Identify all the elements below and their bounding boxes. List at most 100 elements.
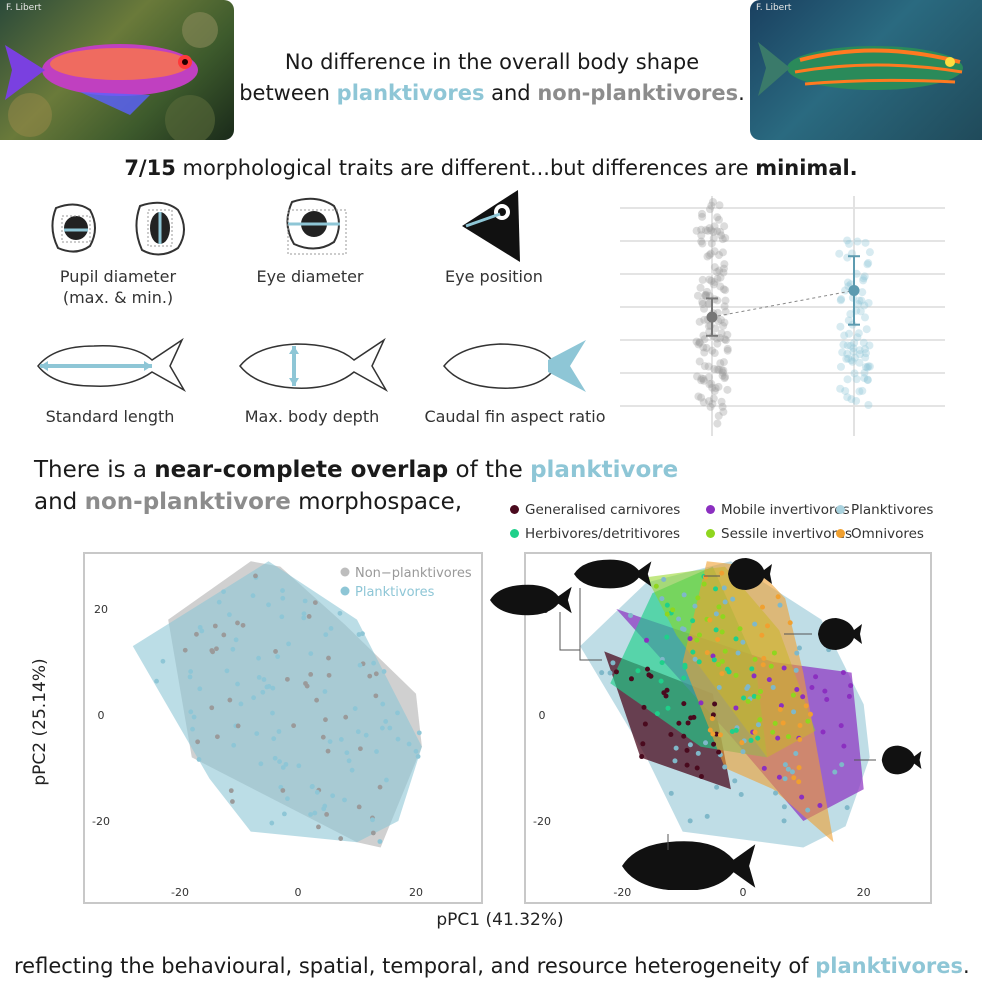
jitter-point <box>713 365 722 374</box>
jitter-point <box>699 398 708 407</box>
data-point <box>733 636 739 642</box>
data-point <box>395 736 401 742</box>
headline: No difference in the overall body shape … <box>236 47 748 109</box>
data-point <box>357 662 363 668</box>
jitter-point <box>698 297 707 306</box>
data-point <box>270 685 276 691</box>
y-tick-label: 20 <box>94 603 108 616</box>
jitter-point <box>714 411 723 420</box>
pupil-diameter-icon <box>51 201 185 256</box>
data-point <box>690 649 696 655</box>
jitter-point <box>723 346 732 355</box>
data-point <box>768 663 774 669</box>
data-point <box>323 632 329 638</box>
standard-length-icon <box>37 337 187 393</box>
data-point <box>214 734 220 740</box>
jitter-point <box>698 300 707 309</box>
jitter-point <box>836 322 845 331</box>
jitter-point <box>720 318 729 327</box>
data-point <box>805 807 811 813</box>
data-point <box>775 594 781 600</box>
data-point <box>755 694 761 700</box>
pupil-diameter-label: Pupil diameter (max. & min.) <box>28 266 208 308</box>
data-point <box>326 655 331 661</box>
data-point <box>355 729 361 735</box>
jitter-point <box>705 380 714 389</box>
data-point <box>740 749 746 755</box>
data-point <box>197 686 203 692</box>
data-point <box>807 711 813 717</box>
jitter-point <box>719 407 728 416</box>
icon-label-line: (max. & min.) <box>62 288 174 307</box>
jitter-point <box>861 345 870 354</box>
data-point <box>316 824 321 830</box>
overlap-text: morphospace, <box>290 489 463 515</box>
data-point <box>688 715 694 721</box>
jitter-point <box>860 272 869 281</box>
x-tick-label: 20 <box>857 886 871 899</box>
data-point <box>681 701 687 707</box>
jitter-point <box>705 224 714 233</box>
data-point <box>251 695 257 701</box>
jitter-point <box>697 237 706 246</box>
jitter-point <box>861 353 870 362</box>
data-point <box>782 776 788 782</box>
legend-item: Sessile invertivores <box>706 526 852 542</box>
jitter-point <box>719 321 728 330</box>
jitter-point <box>864 362 873 371</box>
jitter-point <box>714 382 723 391</box>
data-point <box>645 666 651 672</box>
jitter-point <box>700 335 709 344</box>
data-point <box>358 746 363 752</box>
data-point <box>306 614 312 619</box>
jitter-point <box>701 291 710 300</box>
jitter-point <box>707 276 716 285</box>
data-point <box>325 748 331 754</box>
data-point <box>787 620 793 626</box>
data-point <box>302 598 308 604</box>
jitter-point <box>847 395 856 404</box>
jitter-point <box>719 366 728 375</box>
jitter-point <box>713 419 722 428</box>
jitter-point <box>717 329 726 338</box>
jitter-point <box>701 226 710 235</box>
silhouette-leader-line <box>579 588 602 661</box>
data-point <box>296 763 302 769</box>
data-point <box>280 788 286 793</box>
jitter-point <box>717 231 726 240</box>
jitter-point <box>714 365 723 374</box>
jitter-point <box>858 386 867 395</box>
data-point <box>841 743 847 749</box>
jitter-point <box>843 236 852 245</box>
data-point <box>195 739 201 745</box>
jitter-point <box>723 330 732 339</box>
data-point <box>363 732 369 738</box>
jitter-point <box>719 268 728 277</box>
data-point <box>778 703 784 709</box>
data-point <box>212 623 218 629</box>
data-point <box>799 794 805 800</box>
jitter-point <box>716 315 725 324</box>
jitter-point <box>855 358 864 367</box>
jitter-point <box>844 354 853 363</box>
data-point <box>279 614 285 620</box>
jitter-point <box>853 237 862 246</box>
data-point <box>681 592 687 598</box>
data-point <box>781 818 787 824</box>
data-point <box>751 673 757 679</box>
legend-item: Herbivores/detritivores <box>510 526 680 542</box>
data-point <box>805 718 811 724</box>
jitter-point <box>697 376 706 385</box>
jitter-point <box>703 287 712 296</box>
data-point <box>377 784 383 790</box>
data-point <box>771 650 777 656</box>
data-point <box>681 675 687 681</box>
legend-item: Generalised carnivores <box>510 502 680 518</box>
data-point <box>733 705 739 711</box>
data-point <box>271 736 277 742</box>
y-tick-label: -20 <box>92 815 110 828</box>
jitter-point <box>703 226 712 235</box>
fish-silhouettes <box>490 558 922 890</box>
jitter-point <box>843 278 852 287</box>
data-point <box>813 674 819 680</box>
